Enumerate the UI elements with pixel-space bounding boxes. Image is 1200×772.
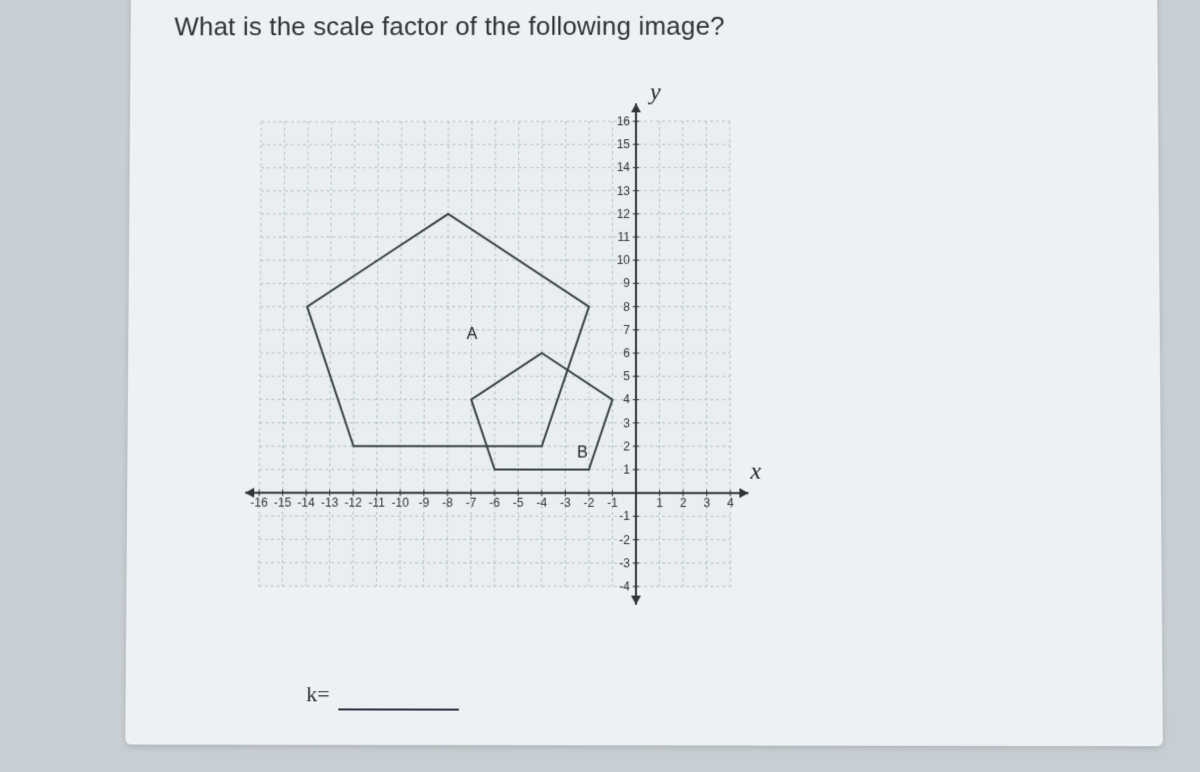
svg-text:-6: -6 <box>489 496 500 510</box>
svg-text:4: 4 <box>727 496 734 510</box>
svg-text:15: 15 <box>617 137 631 151</box>
svg-text:-10: -10 <box>392 496 410 510</box>
svg-text:16: 16 <box>617 114 631 128</box>
svg-text:10: 10 <box>617 253 631 267</box>
svg-text:4: 4 <box>623 393 630 407</box>
svg-text:x: x <box>749 459 761 485</box>
coordinate-graph: -16-15-14-13-12-11-10-9-8-7-6-5-4-3-2-11… <box>218 75 781 637</box>
svg-text:-13: -13 <box>321 496 339 510</box>
svg-text:A: A <box>467 326 478 343</box>
svg-text:13: 13 <box>617 184 631 198</box>
svg-text:9: 9 <box>623 276 630 290</box>
answer-prompt: k= <box>306 681 330 706</box>
svg-text:-12: -12 <box>345 496 363 510</box>
svg-text:3: 3 <box>623 416 630 430</box>
svg-text:2: 2 <box>680 496 687 510</box>
svg-text:y: y <box>648 79 661 105</box>
svg-text:-3: -3 <box>560 496 571 510</box>
svg-text:-11: -11 <box>369 496 386 510</box>
svg-text:-7: -7 <box>466 496 477 510</box>
svg-text:-8: -8 <box>442 496 453 510</box>
svg-text:2: 2 <box>623 439 630 453</box>
svg-text:14: 14 <box>617 161 631 175</box>
question-text: What is the scale factor of the followin… <box>174 10 1123 42</box>
scale-factor-input[interactable] <box>338 683 459 710</box>
svg-text:6: 6 <box>623 346 630 360</box>
svg-text:12: 12 <box>617 207 631 221</box>
svg-text:-3: -3 <box>619 556 630 570</box>
svg-text:-2: -2 <box>583 496 594 510</box>
svg-text:1: 1 <box>656 496 663 510</box>
svg-text:-14: -14 <box>297 496 315 510</box>
svg-text:-2: -2 <box>619 533 630 547</box>
svg-text:-4: -4 <box>619 579 630 593</box>
svg-text:-4: -4 <box>536 496 547 510</box>
svg-text:11: 11 <box>618 230 631 244</box>
svg-text:B: B <box>577 445 588 462</box>
svg-text:-1: -1 <box>619 509 630 523</box>
svg-text:7: 7 <box>623 323 630 337</box>
svg-text:-16: -16 <box>250 496 268 510</box>
svg-text:-1: -1 <box>607 496 618 510</box>
svg-text:-15: -15 <box>274 496 292 510</box>
svg-text:3: 3 <box>703 496 710 510</box>
svg-text:5: 5 <box>623 369 630 383</box>
svg-text:1: 1 <box>623 463 630 477</box>
svg-text:-5: -5 <box>513 496 524 510</box>
svg-text:8: 8 <box>623 300 630 314</box>
worksheet-page: What is the scale factor of the followin… <box>125 0 1163 746</box>
answer-row: k= <box>306 681 458 711</box>
svg-text:-9: -9 <box>418 496 429 510</box>
